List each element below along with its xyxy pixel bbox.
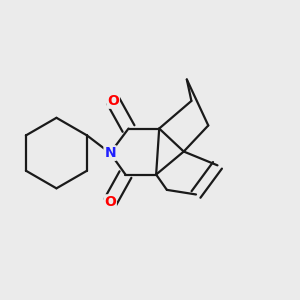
Text: O: O xyxy=(104,195,116,209)
Text: O: O xyxy=(104,195,116,209)
Text: O: O xyxy=(107,94,119,108)
Text: N: N xyxy=(104,146,116,160)
Text: N: N xyxy=(104,146,116,160)
Text: O: O xyxy=(107,94,119,108)
